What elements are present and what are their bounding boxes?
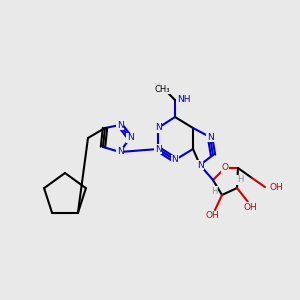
Text: CH₃: CH₃ — [154, 85, 170, 94]
Text: NH: NH — [177, 95, 190, 104]
Text: N: N — [154, 124, 161, 133]
Text: N: N — [207, 133, 213, 142]
Text: OH: OH — [270, 182, 284, 191]
Text: N: N — [117, 121, 123, 130]
Text: N: N — [127, 134, 134, 142]
Text: N: N — [172, 155, 178, 164]
Text: O: O — [221, 164, 229, 172]
Text: N: N — [196, 160, 203, 169]
Text: OH: OH — [205, 212, 219, 220]
Text: N: N — [154, 145, 161, 154]
Text: H: H — [211, 187, 217, 196]
Text: OH: OH — [243, 202, 257, 211]
Text: H: H — [237, 176, 243, 184]
Text: N: N — [117, 148, 123, 157]
Text: H: H — [153, 82, 159, 91]
